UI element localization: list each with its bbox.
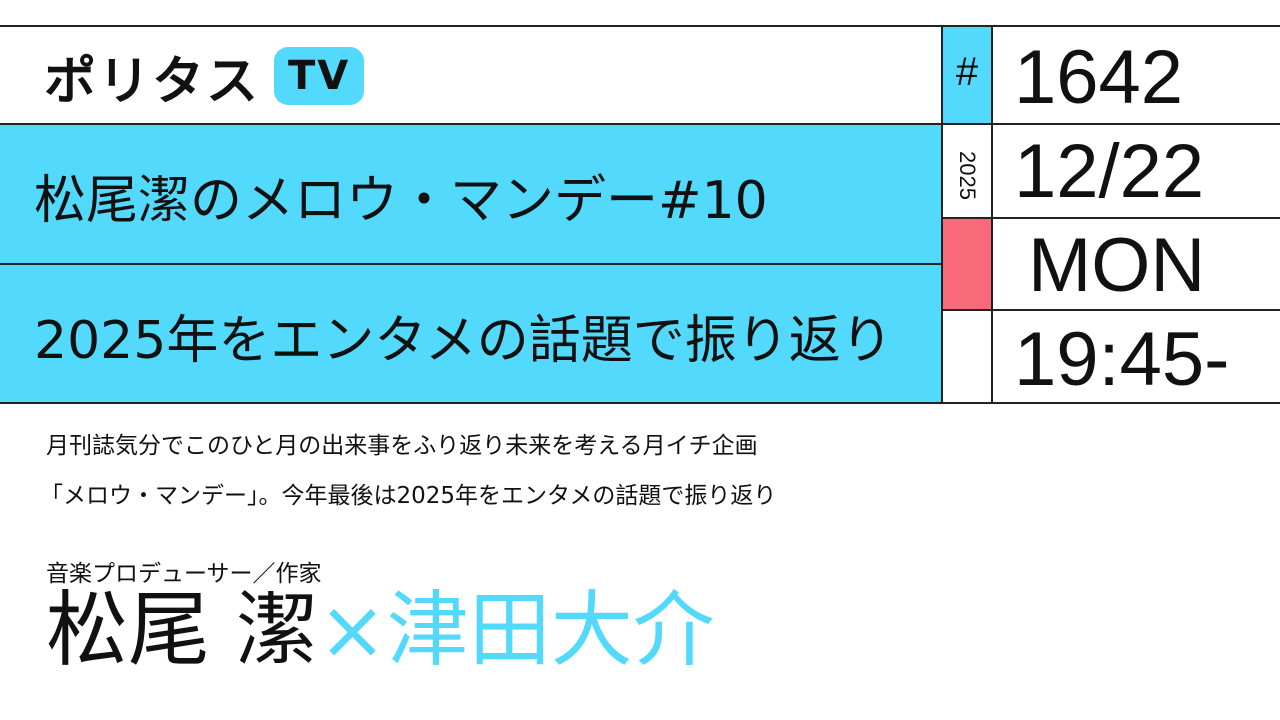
divider: [942, 309, 1280, 311]
divider: [941, 26, 943, 404]
divider: [991, 26, 993, 404]
title-line-1: 松尾潔のメロウ・マンデー#10: [34, 171, 768, 231]
separator-cross: ×: [318, 583, 387, 678]
guest-names: 松尾 潔×津田大介: [46, 590, 715, 672]
logo-text: ポリタス: [44, 51, 261, 112]
year-vertical: 2025: [955, 150, 980, 200]
divider: [0, 402, 1280, 404]
description-line-1: 月刊誌気分でこのひと月の出来事をふり返り未来を考える月イチ企画: [46, 433, 758, 459]
weekday-marker: [942, 218, 992, 310]
divider: [942, 217, 1280, 219]
hash-symbol: #: [955, 50, 979, 94]
divider: [0, 263, 942, 265]
guest-role: 音楽プロデューサー／作家: [46, 561, 322, 587]
description-line-2: 「メロウ・マンデー」。今年最後は2025年をエンタメの話題で振り返り: [40, 483, 777, 509]
weekday: MON: [1028, 223, 1206, 308]
divider: [0, 25, 1280, 27]
hash-cell: [942, 26, 992, 124]
date: 12/22: [1014, 129, 1205, 214]
guest-name-2: 津田大介: [386, 583, 715, 678]
start-time: 19:45-: [1014, 317, 1230, 402]
title-line-2: 2025年をエンタメの話題で振り返り: [34, 311, 893, 371]
logo-tv-badge: TV: [274, 47, 365, 105]
logo: ポリタス TV: [44, 46, 365, 112]
guest-name-1: 松尾 潔: [46, 583, 319, 678]
episode-number: 1642: [1014, 35, 1184, 120]
divider: [0, 123, 1280, 125]
